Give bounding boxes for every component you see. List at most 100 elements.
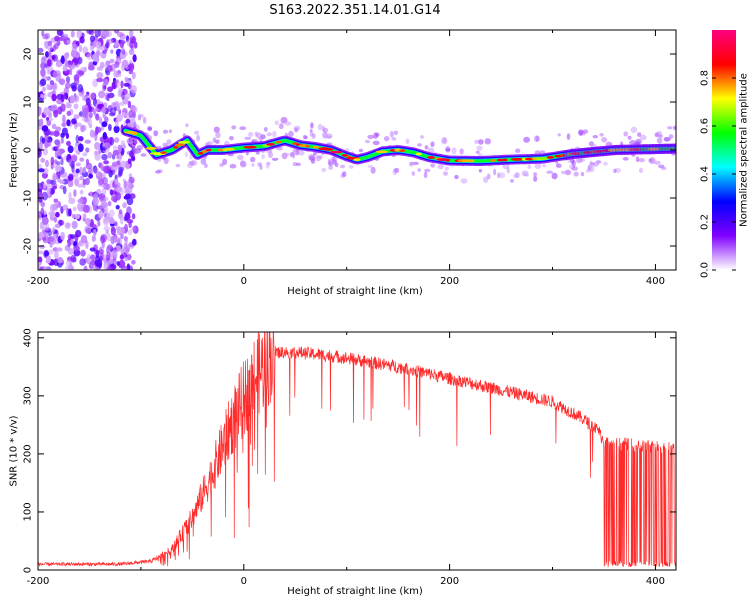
noise-speckle (85, 240, 89, 250)
halo-speckle (445, 148, 451, 152)
noise-speckle (116, 191, 121, 201)
halo-speckle (493, 168, 497, 176)
snr-xtick-label: -200 (27, 576, 50, 587)
halo-speckle (635, 138, 642, 145)
noise-speckle (96, 77, 104, 83)
noise-speckle (101, 153, 108, 161)
halo-speckle (639, 167, 643, 174)
noise-speckle (115, 204, 120, 210)
noise-speckle (78, 136, 84, 142)
noise-speckle (86, 97, 91, 106)
noise-speckle (42, 148, 49, 156)
halo-speckle (148, 127, 152, 131)
snr-frame (37, 331, 677, 571)
noise-speckle (49, 80, 55, 86)
halo-speckle (571, 166, 578, 171)
noise-speckle (89, 92, 96, 101)
ridge-peak (243, 145, 257, 149)
halo-speckle (310, 122, 314, 129)
noise-speckle (126, 219, 134, 224)
ridge-band (643, 144, 648, 155)
noise-speckle (94, 30, 101, 38)
ridge-band (621, 144, 626, 155)
noise-speckle (75, 134, 80, 144)
noise-speckle (59, 219, 63, 226)
noise-speckle (122, 202, 127, 209)
noise-speckle (126, 206, 132, 216)
halo-speckle (595, 160, 601, 164)
noise-speckle (62, 114, 66, 124)
halo-speckle (278, 123, 284, 130)
halo-speckle (219, 163, 224, 167)
noise-speckle (71, 85, 77, 92)
noise-speckle (82, 46, 89, 54)
noise-speckle (38, 141, 44, 150)
noise-speckle (55, 203, 59, 209)
noise-speckle (59, 179, 65, 185)
noise-speckle (77, 183, 84, 188)
noise-speckle (73, 114, 80, 120)
noise-speckle (88, 173, 93, 179)
halo-speckle (663, 137, 671, 142)
noise-speckle (131, 156, 136, 162)
ridge-peak (607, 148, 617, 152)
ridge-band (615, 145, 620, 155)
noise-speckle (110, 235, 115, 245)
noise-speckle (130, 85, 137, 94)
noise-speckle (120, 248, 124, 254)
noise-speckle (73, 176, 81, 184)
halo-speckle (237, 154, 244, 161)
halo-speckle (638, 158, 646, 163)
noise-speckle (79, 36, 85, 44)
chart-title: S163.2022.351.14.01.G14 (269, 3, 440, 18)
snr-line (38, 332, 676, 568)
snr-axes: -200 0 200 400 0 100 200 300 400 Height of straig… (9, 328, 677, 597)
noise-speckle (39, 118, 44, 127)
noise-speckle (53, 216, 58, 223)
halo-speckle (460, 178, 468, 184)
noise-speckle (51, 104, 58, 111)
noise-speckle (40, 56, 47, 65)
spec-ytick-label: -10 (23, 190, 34, 206)
noise-speckle (128, 48, 135, 56)
halo-speckle (383, 136, 390, 142)
noise-speckle (102, 49, 107, 54)
halo-speckle (394, 167, 400, 173)
noise-speckle (89, 191, 93, 197)
noise-speckle (120, 160, 127, 168)
halo-speckle (259, 164, 263, 170)
halo-speckle (367, 134, 375, 140)
ridge-peak (445, 158, 451, 162)
halo-speckle (533, 172, 537, 177)
noise-speckle (85, 177, 90, 186)
halo-speckle (189, 153, 193, 160)
noise-speckle (46, 254, 51, 264)
halo-speckle (153, 130, 159, 137)
halo-speckle (405, 138, 410, 145)
halo-speckle (328, 161, 334, 167)
noise-speckle (83, 107, 90, 115)
halo-speckle (580, 172, 585, 177)
noise-speckle (69, 234, 76, 240)
snr-ytick-label: 100 (23, 502, 34, 521)
noise-speckle (42, 34, 49, 40)
ridge-band (655, 144, 660, 154)
noise-speckle (81, 112, 85, 122)
ridge-band (658, 144, 663, 154)
noise-speckle (45, 51, 49, 58)
noise-speckle (57, 165, 62, 171)
noise-speckle (65, 101, 71, 109)
noise-speckle (79, 258, 86, 266)
ridge-peak (275, 140, 282, 144)
noise-speckle (38, 107, 42, 116)
noise-speckle (77, 84, 84, 93)
ridge-band (627, 144, 632, 155)
halo-speckle (212, 137, 217, 144)
noise-speckle (39, 197, 43, 203)
noise-speckle (53, 109, 59, 118)
ridge-band (664, 143, 669, 154)
noise-speckle (67, 145, 74, 154)
halo-speckle (658, 134, 664, 139)
ridge-peak (546, 156, 555, 159)
colorbar-tick-label: 0.8 (700, 70, 711, 86)
